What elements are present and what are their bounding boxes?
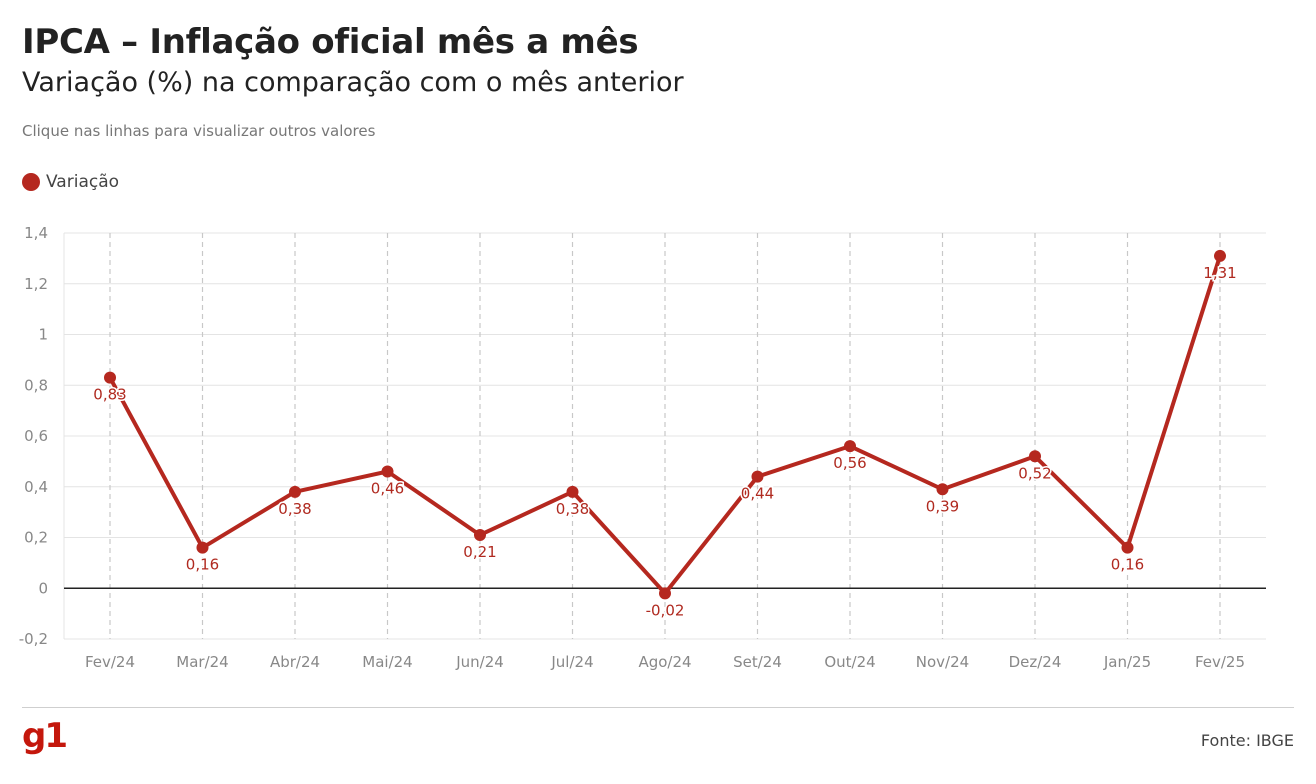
y-tick-label: 1,4 <box>24 224 48 242</box>
data-label: 0,44 <box>741 485 774 503</box>
x-tick-label: Jul/24 <box>550 653 593 671</box>
data-point <box>289 485 301 498</box>
data-point <box>1214 249 1226 262</box>
y-tick-label: 0,6 <box>24 427 48 445</box>
data-point <box>751 470 764 483</box>
x-tick-label: Jun/24 <box>455 653 504 671</box>
footer-divider <box>22 707 1294 708</box>
legend-marker <box>22 173 40 191</box>
line-chart: -0,2 0 0,2 0,4 0,6 0,8 1 1,2 1,4 Fev/24 Mar/24 Abr/… <box>19 224 1266 671</box>
y-tick-label: 0,8 <box>24 376 48 394</box>
x-tick-label: Jan/25 <box>1103 653 1151 671</box>
y-tick-label: 0,2 <box>24 529 48 547</box>
x-tick-label: Mar/24 <box>176 653 228 671</box>
data-label: 0,38 <box>278 500 311 518</box>
x-tick-label: Ago/24 <box>638 653 691 671</box>
data-point <box>1121 541 1134 554</box>
data-point <box>381 465 394 478</box>
data-label: 0,52 <box>1018 464 1051 482</box>
source-note: Fonte: IBGE <box>1200 731 1294 750</box>
data-point <box>844 440 856 453</box>
data-point <box>1029 450 1041 463</box>
data-label: -0,02 <box>646 601 685 619</box>
instruction-note: Clique nas linhas para visualizar outros… <box>22 122 376 140</box>
data-label: 0,16 <box>1111 556 1144 574</box>
data-point <box>936 483 949 496</box>
y-tick-label: 0 <box>38 579 48 597</box>
x-tick-label: Fev/24 <box>85 653 135 671</box>
legend[interactable]: Variação <box>22 172 119 192</box>
data-point <box>474 528 486 541</box>
x-tick-label: Abr/24 <box>270 653 320 671</box>
x-tick-label: Fev/25 <box>1195 653 1245 671</box>
data-label: 0,56 <box>833 454 866 472</box>
g1-logo[interactable]: g1 <box>22 716 68 756</box>
data-label: 0,21 <box>463 543 496 561</box>
x-tick-label: Mai/24 <box>362 653 412 671</box>
data-point <box>104 371 116 384</box>
data-point <box>566 485 579 498</box>
x-tick-label: Out/24 <box>824 653 875 671</box>
data-label: 0,39 <box>926 497 959 515</box>
y-tick-label: 1,2 <box>24 275 48 293</box>
data-point <box>659 587 671 600</box>
data-label: 0,46 <box>371 480 404 498</box>
data-label: 0,83 <box>93 386 126 404</box>
data-label: 0,38 <box>556 500 589 518</box>
chart-title: IPCA – Inflação oficial mês a mês <box>22 22 639 62</box>
x-tick-label: Dez/24 <box>1009 653 1062 671</box>
chart-subtitle: Variação (%) na comparação com o mês ant… <box>22 67 684 98</box>
y-tick-label: 1 <box>38 326 48 344</box>
legend-label: Variação <box>46 172 120 192</box>
y-tick-label: 0,4 <box>24 478 48 496</box>
data-label: 1,31 <box>1203 264 1236 282</box>
y-tick-label: -0,2 <box>19 630 48 648</box>
data-label: 0,16 <box>186 556 219 574</box>
data-point <box>196 541 209 554</box>
x-tick-label: Set/24 <box>733 653 782 671</box>
x-tick-label: Nov/24 <box>916 653 969 671</box>
